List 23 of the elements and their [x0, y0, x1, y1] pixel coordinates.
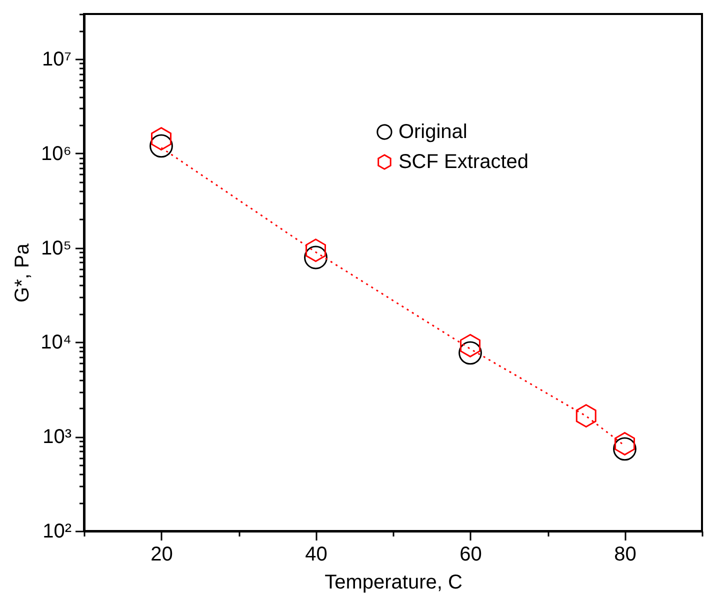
y-tick-label: 10⁴ — [40, 332, 72, 354]
y-tick-label: 10⁶ — [41, 142, 72, 165]
point — [614, 432, 635, 456]
legend-label: SCF Extracted — [398, 151, 529, 173]
y-axis-title: G*, Pa — [12, 242, 34, 302]
x-tick-label: 40 — [305, 544, 328, 566]
x-tick-label: 20 — [150, 544, 173, 566]
point — [306, 238, 326, 262]
y-tick-label: 10³ — [42, 426, 72, 448]
y-tick-label: 10² — [42, 520, 72, 542]
point — [151, 127, 172, 150]
x-tick-label: 60 — [460, 544, 482, 566]
point — [458, 341, 482, 365]
x-axis-title: Temperature, C — [324, 572, 462, 594]
point — [460, 334, 480, 358]
y-tick-label: 10⁵ — [40, 237, 72, 260]
point — [576, 404, 596, 428]
point — [150, 134, 173, 158]
x-tick-label: 80 — [614, 544, 636, 566]
point — [304, 246, 328, 270]
y-tick-label: 10⁷ — [42, 48, 72, 71]
legend-label: Original — [398, 121, 468, 143]
point — [613, 437, 636, 461]
